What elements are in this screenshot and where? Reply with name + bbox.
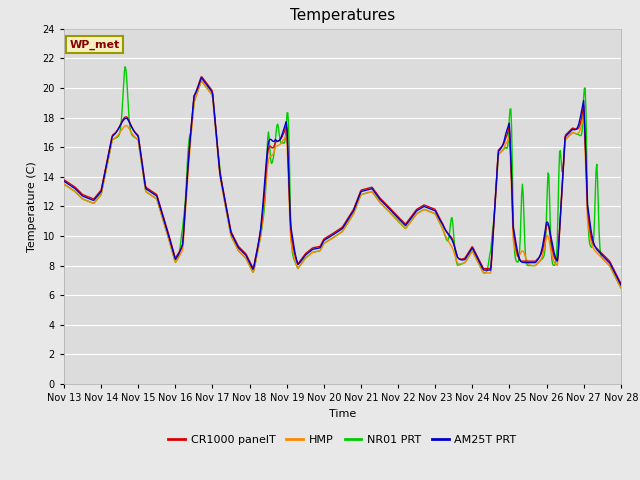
X-axis label: Time: Time bbox=[329, 408, 356, 419]
Y-axis label: Temperature (C): Temperature (C) bbox=[27, 161, 37, 252]
Text: WP_met: WP_met bbox=[70, 39, 120, 50]
Title: Temperatures: Temperatures bbox=[290, 9, 395, 24]
Legend: CR1000 panelT, HMP, NR01 PRT, AM25T PRT: CR1000 panelT, HMP, NR01 PRT, AM25T PRT bbox=[164, 431, 521, 449]
